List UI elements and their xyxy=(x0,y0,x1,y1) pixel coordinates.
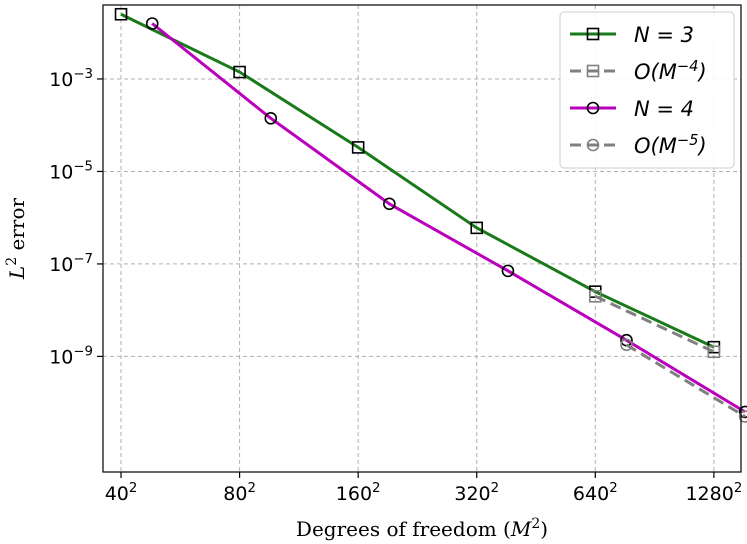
series-0-point-2 xyxy=(351,141,365,154)
series-line-3 xyxy=(625,343,746,418)
series-line-2 xyxy=(151,22,746,414)
x-tick-label-3: 3202 xyxy=(454,481,499,505)
grid-lines xyxy=(103,5,741,472)
series-1-point-1 xyxy=(707,345,721,359)
legend-marker-3 xyxy=(586,138,600,152)
x-tick-label-5: 12802 xyxy=(685,481,742,505)
series-2-point-5 xyxy=(738,405,747,419)
series-2-point-2 xyxy=(383,197,396,211)
series-0-point-0 xyxy=(114,7,128,21)
legend-marker-2 xyxy=(586,101,600,115)
axis-ticks: 402 802 1602 3202 6402 12802 10−3 10−5 10−7 10−9 xyxy=(49,67,742,505)
series-2-point-0 xyxy=(145,17,159,30)
plot-area-frame xyxy=(102,4,742,473)
legend-label-0: N = 3 xyxy=(634,23,694,47)
legend-marker-0 xyxy=(586,27,600,41)
legend: N = 3 O(M−4) N = 4 O(M−5) xyxy=(559,11,735,169)
x-axis-label: Degrees of freedom (M2) xyxy=(296,516,548,541)
legend-label-3: O(M−5) xyxy=(634,132,707,158)
legend-marker-1 xyxy=(586,64,600,78)
series-3-point-1 xyxy=(738,410,747,423)
legend-label-2: N = 4 xyxy=(634,97,694,121)
series-2-point-3 xyxy=(501,264,515,278)
plot-series xyxy=(114,7,747,423)
series-0-point-3 xyxy=(470,221,484,235)
series-3-point-0 xyxy=(620,338,633,352)
legend-box xyxy=(559,11,735,169)
x-tick-label-2: 1602 xyxy=(336,481,381,505)
series-0-point-1 xyxy=(233,65,246,79)
x-tick-label-4: 6402 xyxy=(573,481,618,505)
series-2-point-1 xyxy=(264,111,278,125)
legend-label-1: O(M−4) xyxy=(634,58,707,84)
y-tick-label-1: 10−5 xyxy=(49,159,93,183)
y-tick-label-3: 10−9 xyxy=(49,344,93,368)
series-1-point-0 xyxy=(588,289,602,303)
y-axis-label: L2 error xyxy=(4,198,29,281)
x-tick-label-1: 802 xyxy=(223,481,256,505)
series-line-0 xyxy=(120,12,715,349)
y-tick-label-2: 10−7 xyxy=(49,252,93,276)
y-tick-label-0: 10−3 xyxy=(49,67,93,91)
x-tick-label-0: 402 xyxy=(105,481,138,505)
series-line-1 xyxy=(594,294,715,354)
